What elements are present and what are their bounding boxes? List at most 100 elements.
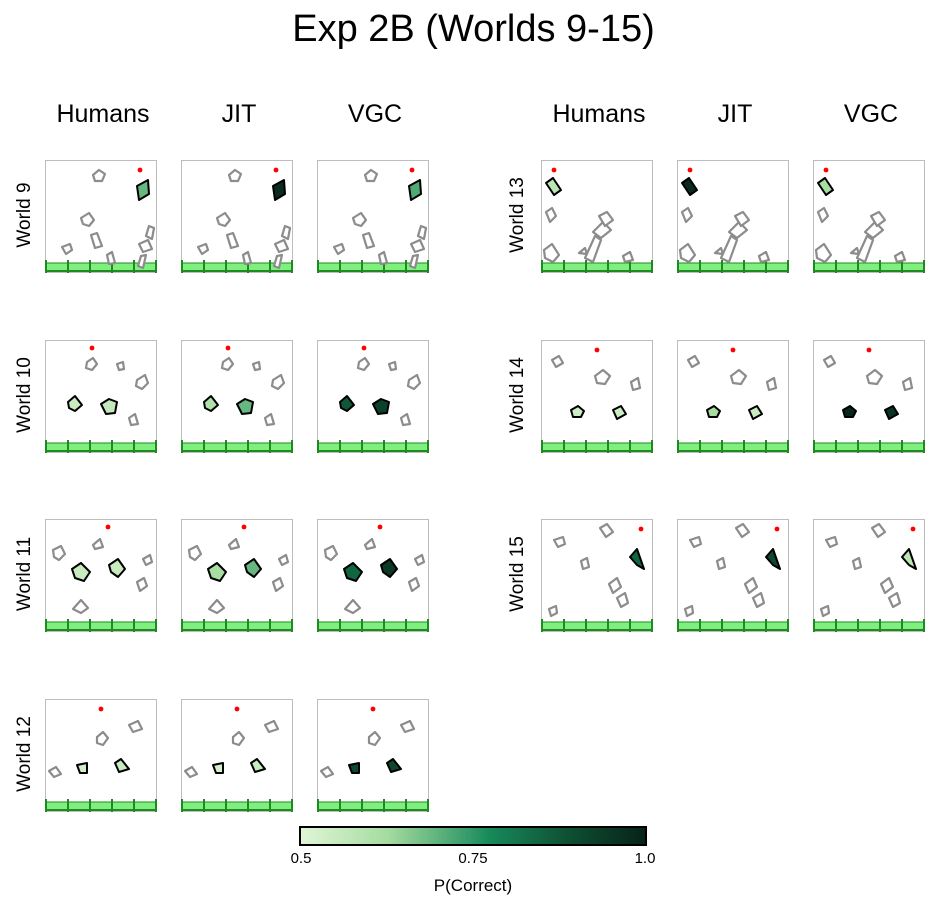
highlighted-obstacle-1	[570, 405, 585, 418]
obstacle-shape	[89, 231, 104, 250]
obstacle-shape	[115, 360, 126, 372]
panel-svg	[44, 699, 158, 812]
panel-world-15-humans	[540, 519, 654, 632]
row-label-world-11: World 11	[14, 536, 35, 612]
highlighted-obstacle-1	[629, 548, 645, 570]
obstacle-shape	[713, 246, 725, 256]
panel-frame	[181, 699, 293, 812]
obstacle-shape	[207, 598, 226, 615]
obstacle-shape	[751, 591, 766, 609]
highlighted-obstacle-2	[380, 558, 398, 578]
obstacle-shape	[51, 544, 67, 562]
highlighted-obstacle-1	[901, 548, 917, 570]
obstacle-shape	[413, 553, 426, 567]
obstacle-shape	[407, 576, 421, 593]
panel-world-9-jit	[180, 160, 294, 273]
ball-marker	[594, 347, 600, 353]
obstacle-shape	[615, 591, 630, 609]
ball-marker	[273, 167, 279, 173]
obstacle-shape	[280, 224, 292, 241]
panel-world-12-vgc	[316, 699, 430, 812]
panel-world-15-jit	[676, 519, 790, 632]
panel-world-10-humans	[44, 340, 158, 453]
obstacle-shape	[621, 250, 635, 264]
obstacle-shape	[680, 206, 694, 224]
panel-frame	[317, 519, 429, 632]
obstacle-shape	[135, 576, 149, 593]
ground-strip	[540, 262, 654, 272]
panel-svg	[540, 519, 654, 632]
obstacle-shape	[734, 522, 751, 539]
colorbar-gradient	[299, 826, 647, 846]
obstacle-shape	[765, 376, 778, 392]
obstacle-shape	[819, 604, 831, 618]
obstacle-shape	[272, 253, 284, 270]
obstacle-shape	[879, 576, 895, 595]
obstacle-shape	[719, 234, 739, 264]
ground-strip	[676, 442, 790, 452]
obstacle-shape	[598, 522, 615, 539]
obstacle-shape	[683, 604, 695, 618]
obstacle-shape	[319, 765, 335, 779]
highlighted-obstacle-1	[212, 762, 224, 774]
highlighted-obstacle-2	[100, 398, 118, 415]
ground-strip	[540, 442, 654, 452]
obstacle-shape	[688, 535, 703, 549]
panel-svg	[44, 340, 158, 453]
panel-world-11-vgc	[316, 519, 430, 632]
obstacle-shape	[377, 250, 389, 266]
panel-frame	[45, 699, 157, 812]
highlighted-obstacle-1	[67, 395, 83, 412]
panel-frame	[181, 519, 293, 632]
highlighted-obstacle-2	[250, 758, 266, 773]
row-label-world-15: World 15	[507, 536, 528, 612]
obstacle-shape	[869, 210, 887, 228]
obstacle-shape	[241, 250, 253, 266]
ball-marker	[137, 167, 143, 173]
obstacle-shape	[901, 376, 914, 392]
panel-svg	[180, 160, 294, 273]
panel-frame	[317, 699, 429, 812]
colorbar	[299, 826, 647, 846]
obstacle-shape	[824, 535, 839, 549]
row-label-world-9: World 9	[14, 182, 35, 248]
highlighted-obstacle-1	[545, 177, 562, 196]
obstacle-shape	[141, 553, 154, 567]
panel-svg	[180, 340, 294, 453]
column-header-humans-left: Humans	[56, 100, 150, 128]
colorbar-label: P(Correct)	[433, 876, 513, 895]
column-header-humans-right: Humans	[552, 100, 646, 128]
obstacle-shape	[225, 231, 240, 250]
obstacle-shape	[263, 412, 276, 427]
panel-svg	[540, 340, 654, 453]
ball-marker	[98, 706, 104, 712]
column-header-vgc-left: VGC	[347, 100, 403, 128]
column-header-vgc-right: VGC	[843, 100, 899, 128]
row-label-world-12: World 12	[14, 716, 35, 792]
ground-strip	[316, 442, 430, 452]
highlighted-obstacle-1	[842, 405, 857, 418]
panel-svg	[676, 160, 790, 273]
column-header-jit-right: JIT	[717, 100, 753, 128]
obstacle-shape	[47, 765, 63, 779]
highlighted-obstacle-2	[372, 398, 390, 415]
ball-marker	[823, 167, 829, 173]
ball-marker	[234, 706, 240, 712]
highlighted-obstacle-1	[203, 395, 219, 412]
panel-world-12-jit	[180, 699, 294, 812]
ground-strip	[316, 621, 430, 631]
colorbar-tick-2: 1.0	[634, 850, 656, 867]
obstacle-shape	[686, 354, 701, 369]
obstacle-shape	[729, 368, 748, 386]
panel-world-9-humans	[44, 160, 158, 273]
highlighted-obstacle-1	[272, 179, 286, 201]
obstacle-shape	[361, 231, 376, 250]
row-label-world-14: World 14	[507, 357, 528, 433]
obstacle-shape	[757, 250, 771, 264]
panel-svg	[540, 160, 654, 273]
ground-strip	[44, 801, 158, 811]
obstacle-shape	[263, 719, 280, 734]
obstacle-shape	[577, 246, 589, 256]
panel-world-10-jit	[180, 340, 294, 453]
obstacle-shape	[816, 206, 830, 224]
